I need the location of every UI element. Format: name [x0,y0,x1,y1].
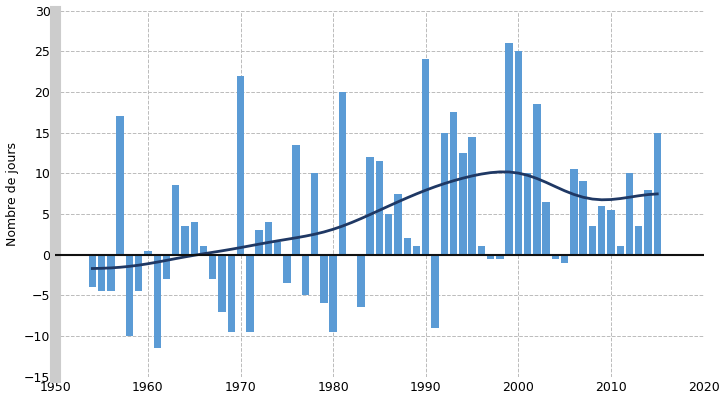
Bar [533,104,541,254]
Bar [645,190,652,254]
Bar [339,92,346,254]
Bar [496,254,504,259]
Bar [589,226,596,254]
Bar [385,214,392,254]
Bar [441,132,448,254]
Bar [125,254,133,336]
Y-axis label: Nombre de jours: Nombre de jours [6,142,19,246]
Bar [608,210,615,254]
Bar [154,254,161,348]
Bar [598,206,605,254]
Bar [487,254,494,259]
Bar [209,254,217,279]
Bar [561,254,568,263]
Bar [228,254,235,332]
Bar [404,238,411,254]
Bar [302,254,309,295]
Bar [191,222,198,254]
Bar [237,76,244,254]
Bar [200,246,207,254]
Bar [135,254,142,291]
Bar [579,181,587,254]
Bar [450,112,457,254]
Bar [329,254,337,332]
Bar [181,226,188,254]
Bar [635,226,642,254]
Bar [163,254,170,279]
Bar [320,254,328,303]
Bar [431,254,439,328]
Bar [246,254,254,332]
Bar [283,254,291,283]
Bar [172,186,179,254]
Bar [524,173,531,254]
Bar [626,173,633,254]
Bar [515,51,522,254]
Bar [478,246,485,254]
Bar [505,43,513,254]
Bar [616,246,624,254]
Bar [117,116,124,254]
Bar [88,254,96,287]
Bar [98,254,105,291]
Bar [413,246,420,254]
Bar [107,254,115,291]
Bar [459,153,466,254]
Bar [571,169,578,254]
Bar [274,242,281,254]
Bar [218,254,225,312]
Bar [357,254,365,308]
Bar [367,157,374,254]
Bar [542,202,550,254]
Bar [255,230,262,254]
Bar [144,250,152,254]
Bar [552,254,559,259]
Bar [311,173,318,254]
Bar [394,194,402,254]
Bar [422,59,429,254]
Bar [265,222,272,254]
Bar [653,132,661,254]
Bar [376,161,383,254]
Bar [292,145,300,254]
Bar [468,137,476,254]
